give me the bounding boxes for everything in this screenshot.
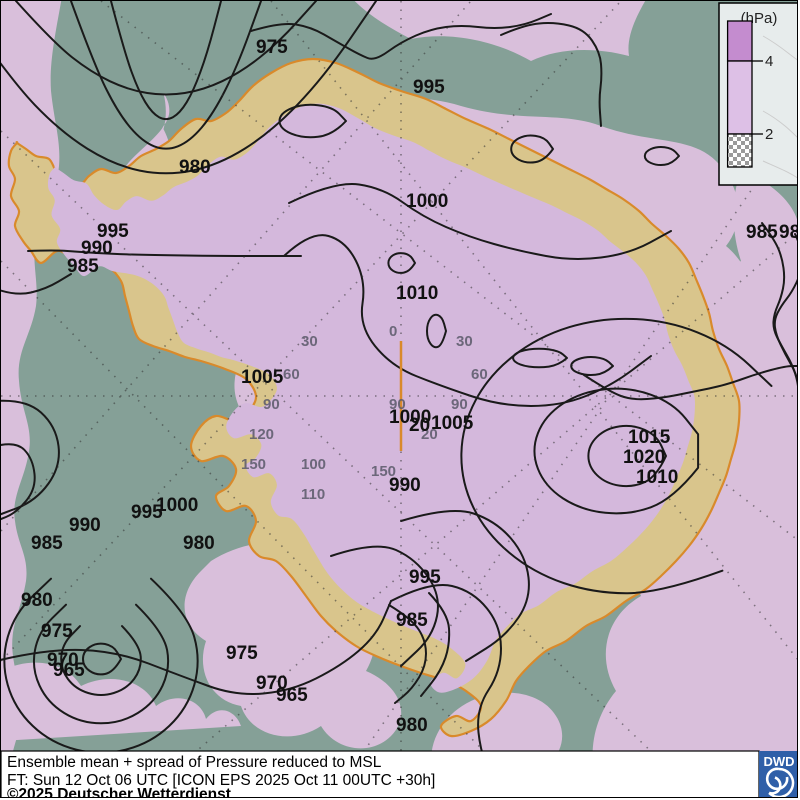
svg-text:1010: 1010 xyxy=(396,283,438,304)
svg-text:990: 990 xyxy=(69,515,101,536)
svg-text:995: 995 xyxy=(413,77,445,98)
svg-text:60: 60 xyxy=(283,366,300,383)
svg-text:980: 980 xyxy=(779,222,798,243)
svg-text:980: 980 xyxy=(396,715,428,736)
svg-text:1000: 1000 xyxy=(406,191,448,212)
svg-text:60: 60 xyxy=(471,366,488,383)
svg-text:965: 965 xyxy=(53,660,85,681)
svg-text:90: 90 xyxy=(263,396,280,413)
svg-text:980: 980 xyxy=(179,157,211,178)
svg-text:985: 985 xyxy=(67,256,99,277)
svg-text:©2025 Deutscher Wetterdienst: ©2025 Deutscher Wetterdienst xyxy=(7,786,231,798)
svg-text:90: 90 xyxy=(451,396,468,413)
svg-text:975: 975 xyxy=(41,621,73,642)
svg-text:980: 980 xyxy=(183,533,215,554)
svg-text:1020: 1020 xyxy=(623,447,665,468)
svg-text:975: 975 xyxy=(226,643,258,664)
svg-text:100: 100 xyxy=(301,456,326,473)
svg-text:995: 995 xyxy=(409,567,441,588)
svg-text:4: 4 xyxy=(765,53,773,70)
svg-text:995: 995 xyxy=(131,502,163,523)
svg-text:1015: 1015 xyxy=(628,427,671,448)
svg-text:110: 110 xyxy=(301,486,325,503)
svg-text:965: 965 xyxy=(276,685,308,706)
svg-text:2: 2 xyxy=(765,126,773,143)
svg-text:1010: 1010 xyxy=(636,467,678,488)
svg-text:980: 980 xyxy=(21,590,53,611)
svg-text:0: 0 xyxy=(389,323,397,340)
svg-text:Ensemble mean + spread of Pres: Ensemble mean + spread of Pressure reduc… xyxy=(7,754,382,771)
svg-text:DWD: DWD xyxy=(763,754,794,769)
svg-text:990: 990 xyxy=(389,475,421,496)
svg-text:975: 975 xyxy=(256,37,288,58)
svg-text:150: 150 xyxy=(241,456,266,473)
svg-text:985: 985 xyxy=(31,533,63,554)
svg-text:30: 30 xyxy=(301,333,318,350)
svg-text:30: 30 xyxy=(456,333,473,350)
svg-text:20: 20 xyxy=(409,415,430,436)
svg-text:120: 120 xyxy=(249,426,274,443)
svg-text:985: 985 xyxy=(396,610,428,631)
svg-text:1005: 1005 xyxy=(241,367,284,388)
svg-text:995: 995 xyxy=(97,221,129,242)
svg-text:1005: 1005 xyxy=(431,413,474,434)
svg-text:985: 985 xyxy=(746,222,778,243)
